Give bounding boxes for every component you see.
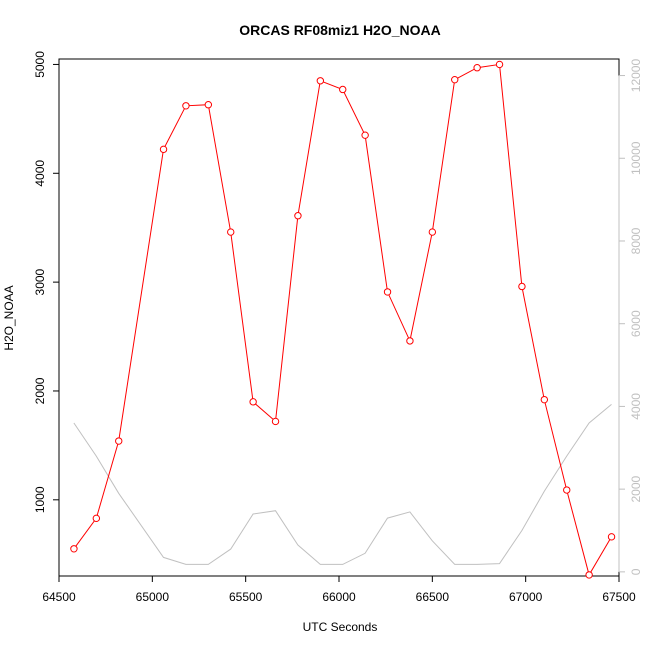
data-point-0-23 [607, 533, 616, 541]
y2-tick-label-0: 0 [629, 568, 643, 575]
data-point-0-1 [92, 514, 101, 523]
data-point-0-16 [451, 75, 459, 84]
y-tick-label-1: 2000 [33, 377, 47, 404]
data-point-0-20 [540, 395, 549, 404]
data-point-0-10 [316, 77, 325, 85]
data-point-0-13 [383, 288, 392, 296]
y-axis-right: 0 2000 4000 6000 8000 10000 12000 [618, 59, 643, 575]
data-point-0-15 [428, 228, 437, 236]
data-point-0-4 [182, 102, 190, 110]
data-point-0-5 [204, 101, 213, 109]
y-tick-label-4: 5000 [33, 51, 47, 78]
x-tick-label-0: 64500 [42, 590, 76, 604]
data-point-0-22 [585, 571, 593, 579]
data-point-0-3 [159, 145, 168, 154]
x-axis-label: UTC Seconds [303, 620, 378, 634]
data-point-0-9 [294, 212, 302, 220]
x-axis: 64500 65000 65500 66000 66500 67000 67500 [42, 575, 636, 604]
data-point-0-2 [115, 437, 123, 445]
y-axis-left: 1000 2000 3000 4000 5000 [33, 51, 60, 513]
data-point-0-7 [249, 398, 257, 406]
y-axis-label: H2O_NOAA [2, 285, 16, 350]
data-point-0-12 [361, 131, 369, 139]
x-tick-label-4: 66500 [416, 590, 450, 604]
chart-title: ORCAS RF08miz1 H2O_NOAA [239, 22, 441, 38]
y2-tick-label-5: 10000 [629, 141, 643, 175]
x-tick-label-1: 65000 [136, 590, 170, 604]
x-tick-label-6: 67500 [602, 590, 636, 604]
data-point-0-17 [473, 64, 481, 72]
data-point-0-8 [271, 417, 280, 426]
plot-frame [58, 58, 620, 577]
y2-tick-label-1: 2000 [629, 475, 643, 502]
series-line-1 [73, 404, 612, 565]
data-point-0-19 [518, 282, 526, 291]
x-tick-label-2: 65500 [229, 590, 263, 604]
y2-tick-label-2: 4000 [629, 393, 643, 420]
y-tick-label-2: 3000 [33, 268, 47, 295]
data-point-0-21 [563, 486, 571, 494]
y-tick-label-0: 1000 [33, 486, 47, 513]
data-point-0-0 [70, 545, 78, 553]
y2-tick-label-6: 12000 [629, 59, 643, 93]
data-point-0-11 [339, 85, 347, 94]
data-point-0-6 [227, 228, 235, 236]
data-point-0-14 [406, 337, 414, 345]
series-line-0 [73, 63, 612, 577]
series-layer [70, 60, 616, 579]
y-tick-label-3: 4000 [33, 160, 47, 187]
data-point-0-18 [495, 60, 504, 69]
y2-tick-label-4: 8000 [629, 227, 643, 254]
x-tick-label-3: 66000 [322, 590, 356, 604]
x-tick-label-5: 67000 [509, 590, 543, 604]
y2-tick-label-3: 6000 [629, 310, 643, 337]
